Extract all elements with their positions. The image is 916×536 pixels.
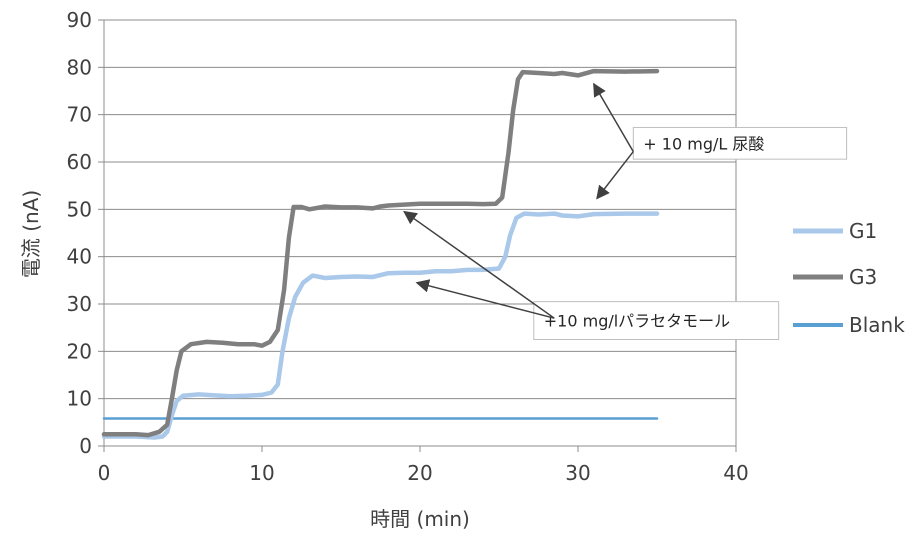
annotation-arrow <box>415 279 555 319</box>
y-tick-label: 40 <box>67 245 92 269</box>
x-axis-title: 時間 (min) <box>370 507 470 531</box>
annotation-1: + 10 mg/L 尿酸 <box>593 82 848 200</box>
y-tick-label: 10 <box>67 387 92 411</box>
x-tick-label: 40 <box>723 461 748 485</box>
legend-item-g1: G1 <box>793 219 877 243</box>
plot-frame <box>103 20 737 447</box>
y-tick-label: 60 <box>67 150 92 174</box>
annotation-arrow <box>403 210 555 319</box>
x-tick-label: 20 <box>407 461 432 485</box>
annotations: + 10 mg/L 尿酸 +10 mg/lパラセタモール <box>403 82 848 340</box>
y-tick-label: 50 <box>67 197 92 221</box>
legend-label: Blank <box>849 313 905 337</box>
y-tick-label: 90 <box>67 8 92 32</box>
annotation-text: + 10 mg/L 尿酸 <box>643 134 764 153</box>
x-tick-label: 10 <box>249 461 274 485</box>
annotation-box <box>533 301 780 340</box>
x-tick-label: 30 <box>565 461 590 485</box>
series-line-g1 <box>101 211 660 440</box>
annotation-2: +10 mg/lパラセタモール <box>403 210 780 340</box>
y-tick-label: 30 <box>67 292 92 316</box>
annotation-arrow <box>593 82 634 152</box>
y-tick-label: 20 <box>67 339 92 363</box>
legend-item-blank: Blank <box>793 313 905 337</box>
annotation-box <box>632 126 848 160</box>
legend-label: G1 <box>849 219 877 243</box>
series-line-g3 <box>101 68 660 438</box>
annotation-text: +10 mg/lパラセタモール <box>544 312 730 331</box>
gridlines <box>104 19 736 447</box>
y-tick-label: 70 <box>67 103 92 127</box>
legend-label: G3 <box>849 265 877 289</box>
x-tick-label: 0 <box>98 461 111 485</box>
y-axis-ticks: 0 10 20 30 40 50 60 70 80 90 <box>67 8 104 458</box>
series-layer <box>101 68 660 440</box>
y-tick-label: 0 <box>79 434 92 458</box>
x-axis-ticks: 0 10 20 30 40 <box>98 446 749 485</box>
annotation-arrow <box>596 151 634 200</box>
y-axis-title: 電流 (nA) <box>19 190 43 278</box>
legend: G1 G3 Blank <box>793 219 905 337</box>
legend-item-g3: G3 <box>793 265 877 289</box>
y-tick-label: 80 <box>67 55 92 79</box>
